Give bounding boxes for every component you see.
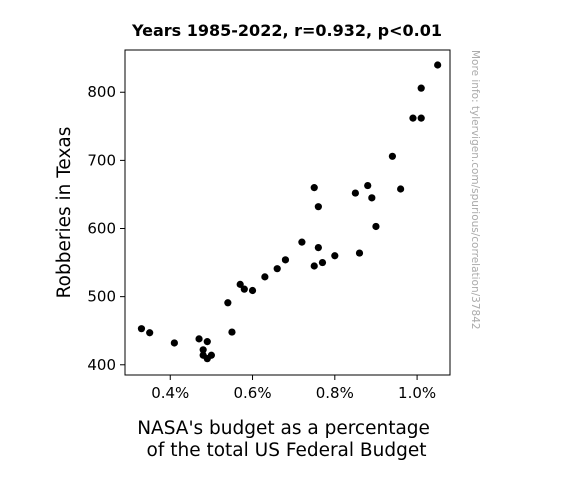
data-point [417,114,425,122]
data-point [146,329,154,337]
data-point [351,189,359,197]
data-point [261,273,269,281]
data-point [314,243,322,252]
data-point [224,299,232,307]
x-axis-label: NASA's budget as a percentage of the tot… [137,418,436,461]
x-tick-label: 0.6% [233,384,271,402]
x-axis: 0.4% 0.6% 0.8% 1.0% [151,375,436,402]
data-point [281,256,290,264]
data-point [310,184,318,192]
y-tick-label: 400 [87,356,116,374]
x-axis-label-line-2: of the total US Federal Budget [147,440,427,461]
data-point [240,285,248,293]
data-point [368,194,376,202]
x-tick-label: 1.0% [398,384,436,402]
data-point [273,265,281,273]
y-axis-label: Robberies in Texas [54,127,75,299]
data-point [310,262,318,270]
y-tick-label: 600 [87,220,116,238]
y-tick-label: 800 [87,83,116,101]
data-point [248,286,257,295]
data-point [236,280,244,288]
x-tick-label: 0.4% [151,384,189,402]
data-point [203,338,211,346]
y-tick-label: 700 [87,151,116,169]
data-point [137,325,146,333]
data-point [318,258,327,267]
data-point [203,355,211,363]
x-axis-label-line-1: NASA's budget as a percentage [137,418,430,439]
data-point [409,114,417,122]
data-point [364,181,372,190]
data-point [397,185,405,193]
data-point [388,152,397,160]
chart-title: Years 1985-2022, r=0.932, p<0.01 [131,21,442,40]
data-points [137,61,442,363]
data-point [314,203,322,211]
plot-area [124,49,451,376]
x-tick-label: 0.8% [316,384,354,402]
data-point [199,346,207,354]
data-point [228,328,236,336]
data-point [195,335,203,343]
data-point [355,249,364,257]
source-note: More info: tylervigen.com/spurious/corre… [469,50,481,330]
y-axis: 400 500 600 700 800 [87,83,125,374]
data-point [434,61,442,69]
data-point [298,238,306,246]
data-point [170,339,178,347]
y-tick-label: 500 [87,288,116,306]
data-point [372,222,380,231]
data-point [417,84,425,92]
data-point [331,252,339,260]
